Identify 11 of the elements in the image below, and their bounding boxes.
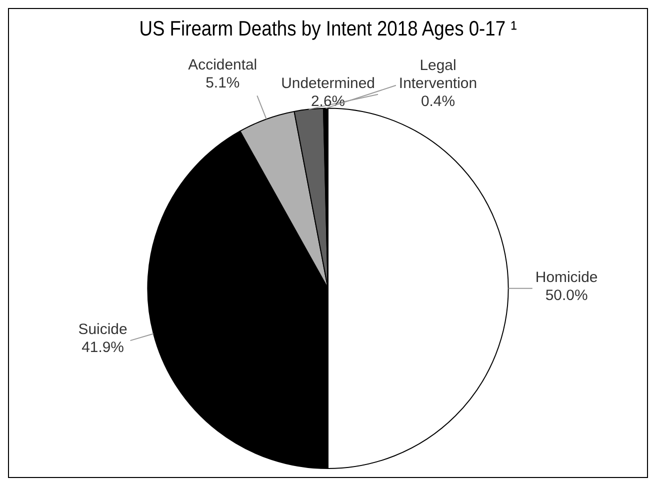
chart-title: US Firearm Deaths by Intent 2018 Ages 0-17 ¹ [139, 17, 518, 41]
data-label: 0.4% [420, 92, 456, 110]
slice-label: Legal Intervention [398, 57, 478, 92]
data-label: 50.0% [545, 287, 588, 304]
slice-label: Suicide [78, 321, 128, 338]
data-label: 41.9% [82, 339, 124, 356]
slice-label: Homicide [535, 269, 598, 286]
data-label: 2.6% [310, 92, 346, 110]
slice-label: Accidental [188, 56, 258, 74]
data-label: 5.1% [206, 74, 240, 92]
slice-label: Undetermined [281, 75, 375, 92]
